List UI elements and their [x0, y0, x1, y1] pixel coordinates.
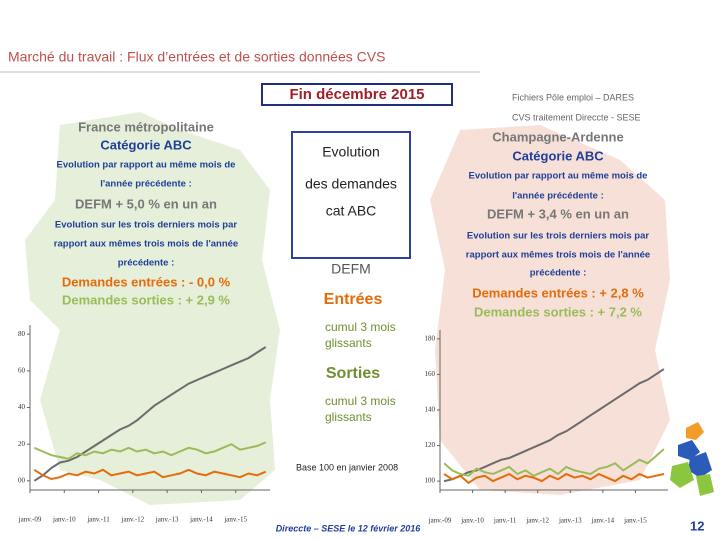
series-line: [33, 441, 267, 460]
y-tick-label: 20: [18, 440, 26, 448]
region: France métropolitaine: [78, 119, 214, 134]
legend-note: glissants: [325, 410, 372, 424]
text: précédente :: [530, 268, 587, 279]
left-block: France métropolitaine Catégorie ABC Evol…: [54, 119, 238, 307]
legend-text: cat ABC: [326, 203, 377, 219]
series-line: [443, 368, 665, 483]
x-tick-label: janv.-12: [525, 517, 549, 525]
text: Evolution par rapport au même mois de: [469, 171, 648, 182]
series-line: [443, 448, 665, 477]
exits: Demandes sorties : + 7,2 %: [474, 304, 642, 319]
footer: Direccte – SESE le 12 février 2016: [276, 523, 422, 533]
y-tick-label: 80: [18, 330, 26, 338]
y-tick-label: 100: [425, 477, 436, 485]
y-tick-label: 40: [18, 403, 26, 411]
x-tick-label: janv.-12: [121, 516, 145, 524]
text: l'année précédente :: [512, 191, 603, 202]
x-tick-label: janv.-11: [493, 517, 517, 525]
x-tick-label: janv.-14: [591, 517, 615, 525]
legend-exits: Sorties: [326, 365, 380, 382]
x-tick-label: janv.-11: [86, 516, 110, 524]
x-tick-label: janv.-14: [189, 516, 213, 524]
legend-entries: Entrées: [324, 291, 383, 308]
legend-text: Evolution: [322, 144, 380, 160]
y-tick-label: 160: [425, 370, 436, 378]
source: CVS traitement Direccte - SESE: [512, 112, 641, 122]
category: Catégorie ABC: [512, 148, 604, 163]
slide-title: Marché du travail : Flux d’entrées et de…: [8, 49, 385, 65]
legend-text: des demandes: [305, 176, 397, 192]
legend-note: glissants: [325, 336, 372, 350]
region: Champagne-Ardenne: [492, 129, 623, 144]
y-tick-label: 140: [425, 406, 436, 414]
right-block: Champagne-Ardenne Catégorie ABC Evolutio…: [466, 129, 650, 319]
x-tick-label: janv.-09: [18, 516, 42, 524]
entries: Demandes entrées : + 2,8 %: [472, 285, 644, 300]
series-line: [33, 468, 267, 481]
period-box: [261, 83, 453, 106]
map-france: [25, 112, 280, 505]
defm: DEFM + 3,4 % en un an: [487, 206, 629, 221]
text: Evolution sur les trois derniers mois pa…: [467, 231, 649, 242]
period: Fin décembre 2015: [289, 86, 424, 103]
y-tick-label: 60: [18, 366, 26, 374]
x-tick-label: janv.-13: [558, 517, 582, 525]
x-tick-label: janv.-10: [52, 516, 76, 524]
base-note: Base 100 en janvier 2008: [296, 462, 398, 472]
x-tick-label: janv.-15: [623, 517, 647, 525]
legend-box: [291, 131, 411, 259]
text: rapport aux mêmes trois mois de l'année: [54, 239, 238, 250]
x-tick-label: janv.-10: [460, 517, 484, 525]
series-line: [33, 346, 267, 482]
page-number: 12: [690, 518, 704, 533]
source: Fichiers Pôle emploi – DARES: [512, 92, 634, 102]
text: l'année précédente :: [100, 179, 191, 190]
y-tick-label: 00: [18, 476, 26, 484]
logo: [670, 422, 714, 496]
text: Evolution par rapport au même mois de: [57, 160, 236, 171]
x-tick-label: janv.-13: [155, 516, 179, 524]
text: précédente :: [118, 258, 175, 269]
entries: Demandes entrées : - 0,0 %: [62, 274, 231, 289]
defm: DEFM + 5,0 % en un an: [75, 196, 217, 211]
series-line: [443, 472, 665, 485]
category: Catégorie ABC: [100, 137, 192, 152]
exits: Demandes sorties : + 2,9 %: [62, 292, 230, 307]
x-tick-label: janv.-15: [223, 516, 247, 524]
text: Evolution sur les trois derniers mois pa…: [55, 220, 237, 231]
y-tick-label: 120: [425, 441, 436, 449]
legend-note: cumul 3 mois: [325, 320, 396, 334]
x-tick-label: janv.-09: [428, 517, 452, 525]
legend-note: cumul 3 mois: [325, 394, 396, 408]
legend-defm: DEFM: [331, 261, 371, 277]
text: rapport aux mêmes trois mois de l'année: [466, 250, 650, 261]
y-tick-label: 180: [425, 334, 436, 342]
